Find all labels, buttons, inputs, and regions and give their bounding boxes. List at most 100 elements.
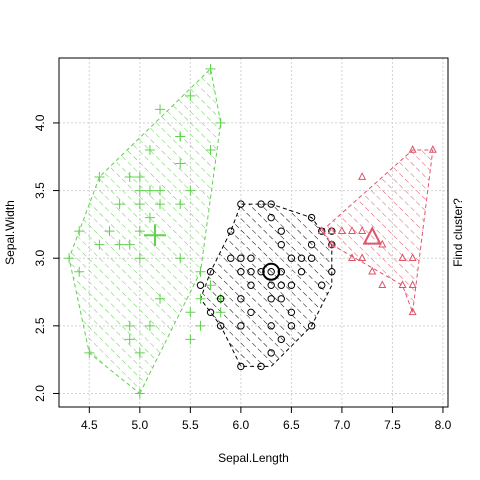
data-point (237, 254, 245, 262)
cluster-hull (68, 67, 222, 395)
data-point (64, 253, 75, 264)
data-point (307, 213, 316, 222)
data-point (408, 280, 417, 289)
data-point (267, 281, 275, 289)
y-axis-label: Sepal.Width (3, 200, 17, 265)
data-point (175, 199, 186, 210)
data-point (134, 172, 145, 183)
data-point (134, 226, 145, 237)
x-tick-label: 6.5 (283, 418, 300, 432)
y-tick-label: 3.5 (33, 182, 47, 199)
data-point (307, 240, 316, 249)
data-point (408, 253, 417, 262)
data-point (124, 320, 135, 331)
data-point (175, 131, 186, 142)
data-point (237, 295, 245, 303)
data-point (205, 280, 216, 291)
data-point (368, 266, 377, 275)
data-point (215, 117, 226, 128)
data-point (277, 281, 285, 289)
data-point (277, 227, 285, 235)
data-point (84, 347, 95, 358)
data-point (134, 388, 145, 399)
data-point (237, 322, 245, 330)
cluster-hulls (68, 67, 434, 395)
data-point (175, 253, 186, 264)
data-point (114, 199, 125, 210)
x-tick-label: 8.0 (435, 418, 452, 432)
data-point (196, 281, 205, 289)
data-point (216, 295, 225, 303)
axes: 4.5 5.0 5.5 6.0 6.5 7.0 7.5 8.0 2.0 2.5 3.0 3.5 4.0 (33, 114, 451, 432)
data-point (267, 322, 275, 330)
x-tick-label: 7.0 (334, 418, 351, 432)
data-point (134, 253, 145, 264)
data-point (247, 281, 255, 289)
x-tick-label: 5.5 (182, 418, 199, 432)
data-point (257, 200, 265, 208)
data-point (104, 226, 115, 237)
data-point (94, 239, 105, 250)
data-point (227, 227, 235, 235)
data-point (297, 268, 306, 276)
data-point (215, 307, 226, 318)
data-point (195, 320, 206, 331)
data-point (94, 172, 105, 183)
data-point (337, 226, 346, 234)
cluster-centroid (362, 226, 382, 245)
data-point (247, 254, 255, 262)
y-tick-label: 2.0 (33, 385, 47, 402)
data-point (144, 185, 155, 196)
data-point (378, 280, 387, 289)
data-point (155, 104, 166, 115)
data-point (277, 268, 285, 276)
data-point (267, 268, 275, 276)
data-point (287, 322, 296, 330)
data-point (358, 172, 367, 180)
data-point (267, 295, 275, 303)
data-point (206, 308, 215, 317)
data-point (408, 307, 417, 316)
cluster-centroids (143, 224, 382, 281)
cluster-hull (199, 203, 333, 367)
data-point (408, 145, 417, 153)
data-point (267, 213, 275, 222)
data-point (185, 185, 196, 196)
data-point (307, 254, 316, 262)
data-point (195, 293, 206, 304)
data-point (74, 266, 85, 277)
data-point (144, 212, 155, 223)
data-point (185, 307, 196, 318)
data-point (328, 268, 336, 276)
data-point (227, 254, 235, 262)
data-point (257, 268, 265, 276)
data-point (134, 347, 145, 358)
data-point (155, 185, 166, 196)
data-point (237, 268, 245, 276)
data-point (267, 200, 275, 208)
data-point (205, 144, 216, 155)
data-point (257, 362, 265, 371)
cluster-centroid (262, 262, 281, 281)
data-point (185, 334, 196, 345)
data-point (155, 293, 166, 304)
data-point (317, 226, 326, 234)
data-point (124, 334, 135, 345)
data-point (195, 266, 206, 277)
data-point (74, 226, 85, 237)
x-tick-label: 6.0 (233, 418, 250, 432)
data-point (307, 322, 316, 330)
data-point (398, 253, 407, 262)
data-point (134, 199, 145, 210)
data-point (247, 268, 255, 276)
side-label: Find cluster? (451, 198, 465, 267)
data-point (287, 254, 296, 262)
y-tick-label: 4.0 (33, 114, 47, 131)
cluster-hull (321, 149, 434, 313)
data-point (114, 239, 125, 250)
data-point (398, 280, 407, 289)
plot-frame (58, 57, 449, 408)
data-point (144, 144, 155, 155)
data-point (247, 308, 255, 317)
